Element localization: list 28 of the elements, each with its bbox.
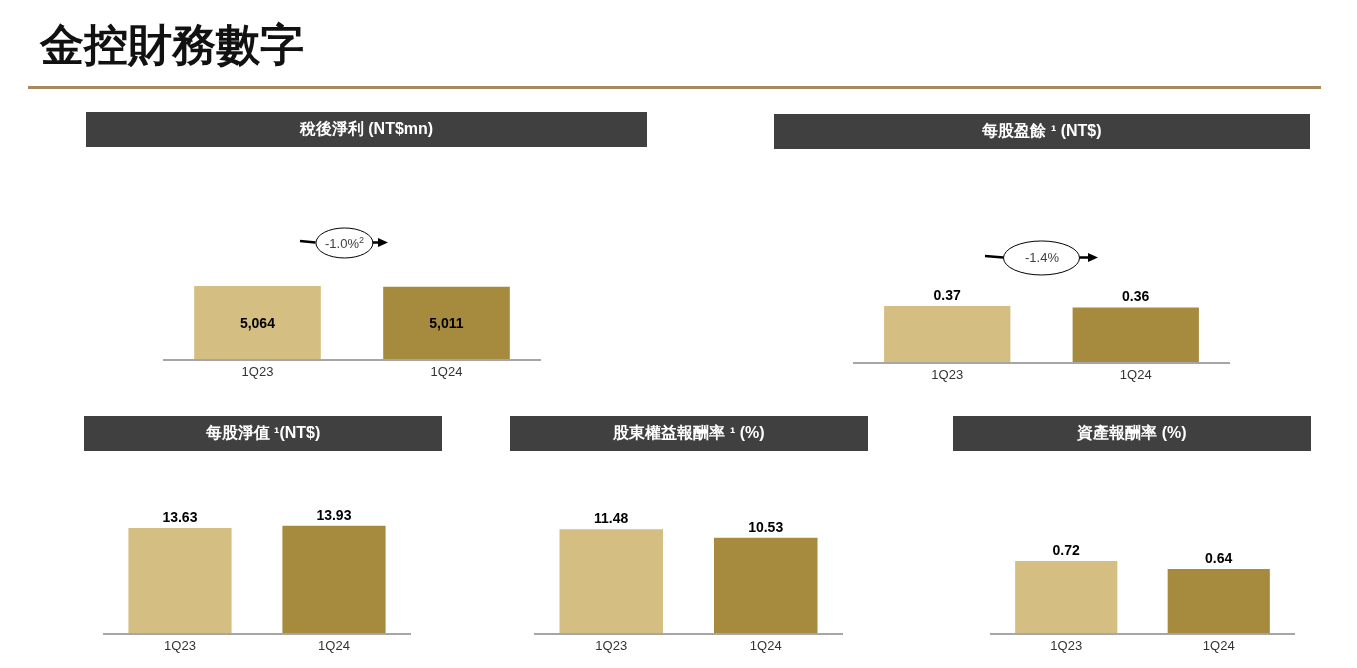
chart-title: 每股淨值 ¹(NT$) <box>84 416 442 451</box>
x-tick-label: 1Q23 <box>241 364 274 380</box>
data-label: 0.37 <box>933 286 961 303</box>
x-tick-label: 1Q24 <box>1202 638 1235 654</box>
data-label: 0.72 <box>1052 541 1080 558</box>
x-tick-label: 1Q23 <box>595 638 628 654</box>
x-tick-label: 1Q24 <box>318 638 350 654</box>
x-tick-label: 1Q24 <box>749 638 782 654</box>
data-label: 11.48 <box>594 510 629 527</box>
x-tick-label: 1Q24 <box>1119 367 1152 383</box>
data-label: 10.53 <box>748 518 784 535</box>
text: 金控財務數字 <box>40 19 304 71</box>
data-label: 13.63 <box>162 509 198 526</box>
text: -1.4% <box>1025 250 1060 265</box>
x-tick-label: 1Q23 <box>164 638 196 654</box>
x-tick-label: 1Q23 <box>1050 638 1083 654</box>
text: -1.0%$^{2}$ <box>325 235 365 252</box>
data-label: 13.93 <box>316 506 352 523</box>
chart-title: 股東權益報酬率 ¹ (%) <box>510 416 868 451</box>
data-label: 5,011 <box>429 314 464 331</box>
x-tick-label: 1Q23 <box>931 367 964 383</box>
data-label: 0.36 <box>1122 288 1150 305</box>
chart-title: 稅後淨利 (NT$mn) <box>86 112 647 147</box>
x-tick-label: 1Q24 <box>430 364 463 380</box>
data-label: 0.64 <box>1205 549 1233 566</box>
chart-title: 每股盈餘 ¹ (NT$) <box>774 114 1310 149</box>
chart-title: 資產報酬率 (%) <box>953 416 1311 451</box>
data-label: 5,064 <box>239 314 276 331</box>
